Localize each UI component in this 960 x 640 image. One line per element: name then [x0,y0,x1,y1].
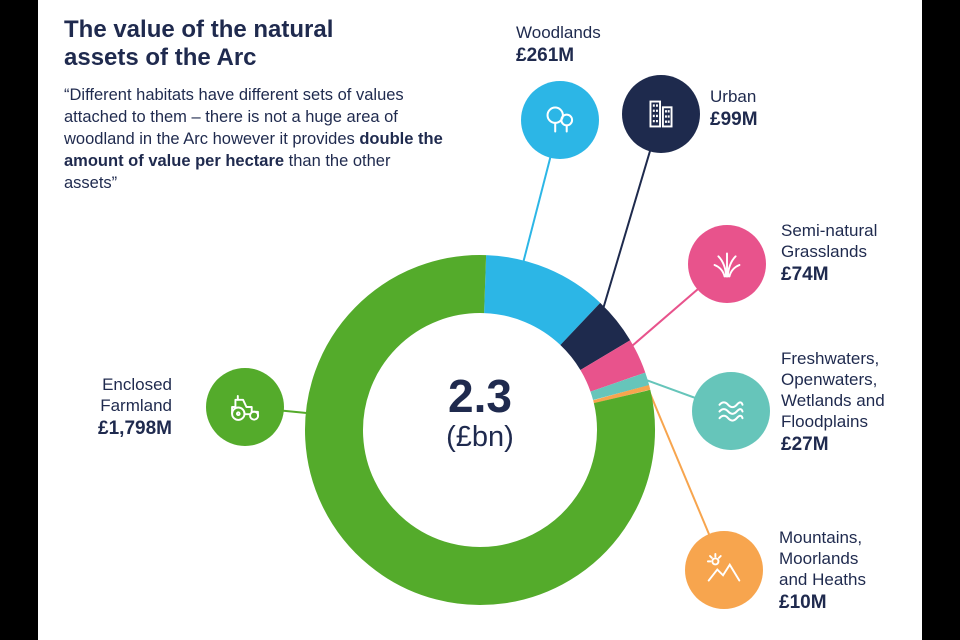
freshwaters-label: Freshwaters, Openwaters, Wetlands and Fl… [781,348,885,457]
donut-center-unit: (£bn) [446,421,514,454]
woodlands-name: Woodlands [516,23,601,42]
tractor-icon [231,395,260,421]
mountains-name-line3: and Heaths [779,570,866,590]
urban-name: Urban [710,87,757,106]
quote-text: “Different habitats have different sets … [64,84,444,195]
donut-segment-mountains [593,385,651,404]
quote-pre: “Different habitats have different sets … [64,86,404,149]
left-letterbox-bar [0,0,38,640]
freshwaters-name-line4: Floodplains [781,412,868,432]
donut-center-value: 2.3 [448,370,512,422]
grasslands-circle [688,225,766,303]
freshwaters-name-line1: Freshwaters, [781,349,880,368]
freshwaters-name-line2: Openwaters, [781,370,878,390]
quote-bold: double the amount of value per hectare [64,130,443,171]
mountain-icon [706,552,741,582]
farmland-name-line2: Farmland [100,396,172,416]
farmland-circle [206,368,284,446]
urban-label: Urban £99M [710,86,758,132]
buildings-icon [649,100,673,128]
mountains-label: Mountains, Moorlands and Heaths £10M [779,527,866,615]
freshwaters-name-line3: Wetlands and [781,391,885,411]
grasslands-value: £74M [781,264,829,286]
grasslands-name-line2: Grasslands [781,242,867,262]
trees-icon [546,106,574,133]
urban-value: £99M [710,109,758,131]
donut-segment-farmland [305,255,655,605]
mountains-circle [685,531,763,609]
donut-segment-urban [559,302,631,371]
mountains-value: £10M [779,592,827,614]
donut-segment-woodlands [483,255,601,346]
mountains-name-line2: Moorlands [779,549,859,569]
grasslands-label: Semi-natural Grasslands £74M [781,220,877,287]
donut-segment-freshwaters [590,372,650,401]
freshwaters-circle [692,372,770,450]
woodlands-circle [521,81,599,159]
page-title: The value of the natural assets of the A… [64,16,334,72]
grasslands-name-line1: Semi-natural [781,221,878,240]
mountains-name-line1: Mountains, [779,528,863,547]
header: The value of the natural assets of the A… [64,16,394,73]
woodlands-value: £261M [516,45,575,67]
woodlands-label: Woodlands £261M [516,22,601,68]
freshwaters-value: £27M [781,434,829,456]
donut-center-label: 2.3 (£bn) [380,372,580,455]
farmland-label: Enclosed Farmland £1,798M [58,374,172,441]
farmland-name-line1: Enclosed [102,375,172,394]
donut-segment-grasslands [580,340,646,393]
waves-icon [718,401,744,422]
urban-circle [622,75,700,153]
grass-icon [713,252,741,278]
farmland-value: £1,798M [98,418,172,440]
right-letterbox-bar [922,0,960,640]
quote-post: than the other assets” [64,152,391,193]
